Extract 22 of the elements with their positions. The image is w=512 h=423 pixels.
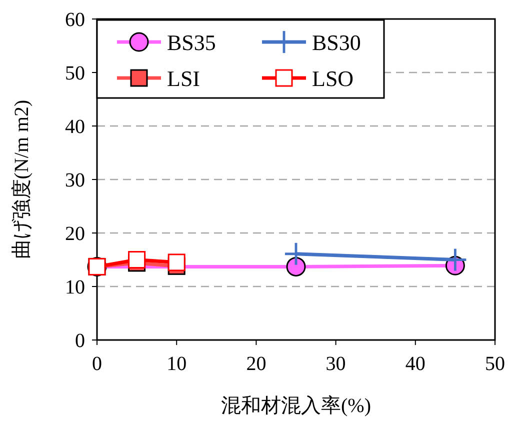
legend-label: LSI: [167, 66, 200, 91]
y-tick-label: 20: [65, 223, 85, 245]
legend-label: BS35: [167, 30, 216, 55]
y-tick-label: 50: [65, 62, 85, 84]
legend-label: BS30: [312, 30, 361, 55]
x-tick-label: 0: [92, 353, 102, 375]
y-tick-label: 30: [65, 170, 85, 192]
point: [168, 254, 186, 272]
y-tick-label: 10: [65, 276, 85, 298]
x-tick-label: 20: [246, 353, 266, 375]
point: [128, 251, 146, 268]
y-tick-label: 60: [65, 9, 85, 31]
point: [286, 256, 306, 276]
x-tick-label: 10: [166, 353, 187, 375]
y-axis-title: 曲げ強度(N/m m2): [11, 100, 33, 260]
y-tick-label: 40: [65, 116, 85, 138]
y-tick-label: 0: [75, 330, 85, 352]
x-tick-label: 50: [485, 353, 505, 375]
x-tick-label: 30: [326, 353, 346, 375]
x-tick-label: 40: [405, 353, 426, 375]
x-axis-title: 混和材混入率(%): [221, 395, 371, 417]
legend-label: LSO: [312, 66, 354, 91]
